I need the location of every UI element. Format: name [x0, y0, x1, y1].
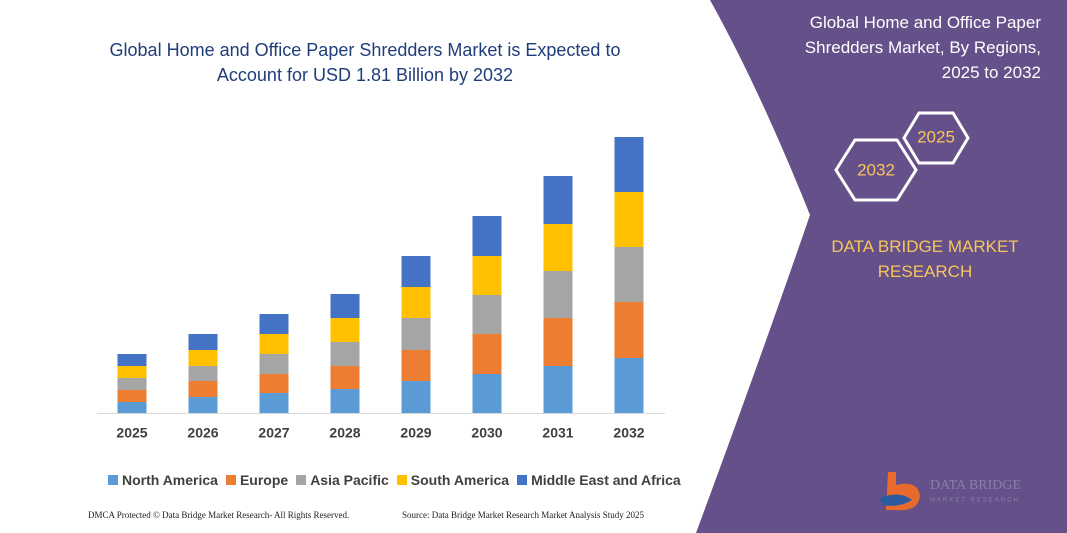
- bar-segment: [543, 318, 573, 366]
- legend-item: North America: [108, 472, 218, 488]
- bar-segment: [259, 314, 289, 334]
- bar-segment: [543, 271, 573, 318]
- bar-segment: [117, 402, 147, 413]
- bar-segment: [188, 350, 218, 366]
- legend-swatch: [108, 475, 118, 485]
- bar-segment: [543, 224, 573, 271]
- x-tick-label: 2029: [400, 425, 431, 441]
- bar-segment: [188, 397, 218, 413]
- hexagon-label: 2032: [857, 160, 895, 179]
- hexagon: [834, 138, 918, 202]
- bar-segment: [330, 389, 360, 413]
- bar-segment: [330, 318, 360, 342]
- legend-item: Middle East and Africa: [517, 472, 681, 488]
- legend-label: North America: [122, 472, 218, 488]
- logo: DATA BRIDGE MARKET RESEARCH: [880, 472, 1021, 511]
- logo-name: DATA BRIDGE: [930, 478, 1021, 493]
- legend-label: Europe: [239, 472, 289, 488]
- bar-segment: [472, 374, 502, 413]
- x-tick-label: 2026: [187, 425, 218, 441]
- hexagon-label: 2025: [917, 127, 955, 146]
- x-tick-label: 2025: [116, 425, 147, 441]
- bar-segment: [614, 192, 644, 247]
- legend-swatch: [225, 475, 236, 485]
- hexagon: [902, 111, 970, 165]
- bar-segment: [614, 358, 644, 413]
- bar-segment: [117, 378, 147, 390]
- footer-right: Source: Data Bridge Market Research Mark…: [402, 510, 644, 520]
- bar-segment: [614, 137, 644, 192]
- legend-label: South America: [410, 472, 510, 488]
- bar-segment: [259, 334, 289, 354]
- panel-title: Global Home and Office Paper Shredders M…: [804, 13, 1041, 82]
- footer-left: DMCA Protected © Data Bridge Market Rese…: [88, 510, 350, 520]
- bar-segment: [614, 302, 644, 358]
- bar-segment: [188, 334, 218, 350]
- legend-swatch: [517, 475, 528, 485]
- bar-segment: [330, 342, 360, 366]
- bar-segment: [188, 381, 218, 397]
- brand: DATA BRIDGE MARKET RESEARCH: [831, 237, 1019, 281]
- bar-segment: [614, 247, 644, 302]
- bar-segment: [188, 366, 218, 381]
- chart-title: Global Home and Office Paper Shredders M…: [109, 40, 621, 85]
- x-tick-label: 2031: [542, 425, 573, 441]
- bar-segment: [472, 216, 502, 256]
- bar-segment: [330, 294, 360, 318]
- x-tick-label: 2027: [258, 425, 289, 441]
- logo-mark: [880, 494, 912, 506]
- legend-item: South America: [396, 472, 510, 488]
- bar-segment: [259, 354, 289, 374]
- x-tick-label: 2030: [471, 425, 502, 441]
- bar-segment: [472, 256, 502, 295]
- bar-segment: [401, 350, 431, 381]
- legend: North America Europe Asia Pacific South Ame…: [108, 472, 681, 488]
- legend-swatch: [296, 475, 307, 485]
- bar-segment: [259, 374, 289, 393]
- bar-segment: [401, 381, 431, 413]
- legend-item: Europe: [225, 472, 289, 488]
- logo-tagline: MARKET RESEARCH: [930, 498, 1020, 504]
- bar-segment: [117, 354, 147, 366]
- bar-segment: [543, 366, 573, 413]
- bar-segment: [330, 366, 360, 389]
- bar-segment: [401, 287, 431, 318]
- x-tick-label: 2032: [613, 425, 644, 441]
- legend-label: Middle East and Africa: [531, 472, 681, 488]
- legend-label: Asia Pacific: [310, 472, 389, 488]
- panel-bg: [696, 0, 1067, 533]
- bar-segment: [472, 295, 502, 334]
- bar-segment: [117, 366, 147, 378]
- bar-segment: [543, 176, 573, 224]
- bar-segment: [259, 393, 289, 413]
- bar-segment: [117, 390, 147, 402]
- legend-item: Asia Pacific: [296, 472, 389, 488]
- legend-swatch: [396, 475, 407, 485]
- bar-segment: [401, 318, 431, 350]
- bar-segment: [401, 256, 431, 287]
- x-tick-label: 2028: [329, 425, 360, 441]
- bar-segment: [472, 334, 502, 374]
